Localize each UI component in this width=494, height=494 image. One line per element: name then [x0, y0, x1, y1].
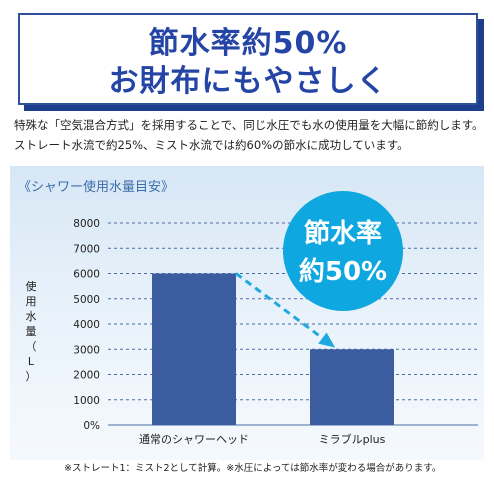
chart-panel [10, 166, 484, 460]
headline-line-2: お財布にもやさしく [108, 64, 388, 99]
x-tick-label: 通常のシャワーヘッド [139, 433, 249, 446]
y-tick-label: 2000 [73, 370, 100, 382]
y-axis-label-char: 用 [26, 295, 37, 308]
y-axis-label-char: 水 [26, 310, 37, 323]
description-line-1: 特殊な「空気混合方式」を採用することで、同じ水圧でも水の使用量を大幅に節約します… [14, 118, 484, 132]
badge-line-1: 節水率 [303, 219, 382, 249]
y-axis-label-char: L [28, 355, 35, 368]
savings-arrow [235, 272, 333, 347]
y-tick-label: 4000 [73, 319, 100, 331]
savings-badge: 節水率 約50% [283, 191, 403, 311]
y-axis-label-char: （ [26, 340, 37, 353]
y-tick-label: 0% [83, 420, 100, 432]
y-tick-label: 8000 [73, 218, 100, 230]
y-axis-label-char: 使 [26, 280, 37, 293]
x-tick-label: ミラブルplus [319, 432, 386, 446]
chart-title: 《シャワー使用水量目安》 [18, 180, 175, 195]
footnote: ※ストレート1：ミスト2として計算。※水圧によっては節水率が変わる場合があります… [64, 463, 442, 474]
y-axis-label-char: ） [26, 370, 37, 383]
description-line-2: ストレート水流で約25%、ミスト水流では約60%の節水に成功しています。 [14, 138, 409, 152]
y-tick-label: 7000 [73, 243, 100, 255]
bar [310, 349, 394, 425]
savings-arrow-head [318, 332, 336, 348]
y-tick-label: 6000 [73, 269, 100, 281]
headline-line-1: 節水率約50% [148, 26, 348, 61]
y-tick-label: 5000 [73, 294, 100, 306]
y-axis-label-char: 量 [26, 325, 37, 338]
badge-line-2: 約50% [298, 257, 388, 287]
y-tick-label: 3000 [73, 344, 100, 356]
y-tick-label: 1000 [73, 395, 100, 407]
headline-banner: 節水率約50% お財布にもやさしく [18, 13, 478, 105]
bar [152, 273, 236, 425]
